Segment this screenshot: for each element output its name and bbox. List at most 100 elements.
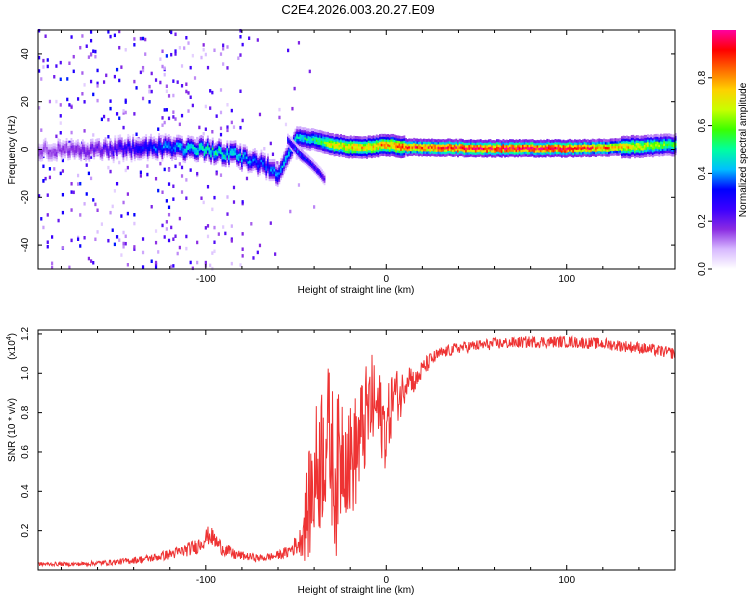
spectrogram-cell bbox=[88, 146, 91, 150]
spectrogram-cell bbox=[492, 149, 495, 153]
spectrogram-cell bbox=[164, 138, 167, 142]
spectrogram-cell bbox=[278, 169, 281, 173]
spectrogram-cell bbox=[289, 146, 292, 150]
spectrogram-cell bbox=[396, 140, 399, 144]
spectrogram-cell bbox=[505, 151, 508, 155]
spectrogram-cell bbox=[161, 146, 164, 150]
spectrogram-cell bbox=[279, 177, 282, 181]
spectrogram-cell bbox=[539, 139, 542, 143]
spectrogram-cell bbox=[167, 94, 171, 98]
spectrogram-cell bbox=[299, 126, 302, 130]
spectrogram-cell bbox=[321, 171, 323, 175]
spectrogram-cell bbox=[512, 141, 515, 145]
spectrogram-cell bbox=[293, 145, 296, 149]
spectrogram-cell bbox=[559, 139, 562, 143]
spectrogram-cell bbox=[630, 144, 633, 148]
spectrogram-cell bbox=[393, 144, 396, 148]
spectrogram-cell bbox=[656, 138, 659, 142]
spectrogram-cell bbox=[92, 260, 95, 265]
spectrogram-cell bbox=[366, 139, 368, 143]
spectrogram-cell bbox=[224, 145, 227, 149]
spectrogram-cell bbox=[179, 149, 182, 153]
spectrogram-cell bbox=[232, 152, 235, 156]
spectrogram-cell bbox=[489, 143, 492, 147]
spectrogram-cell bbox=[534, 147, 537, 151]
spectrogram-cell bbox=[281, 165, 284, 169]
spectrogram-cell bbox=[395, 144, 398, 148]
spectrogram-cell bbox=[323, 150, 326, 154]
spectrogram-cell bbox=[185, 234, 188, 239]
spectrogram-cell bbox=[599, 148, 602, 152]
spectrogram-cell bbox=[560, 140, 563, 144]
spectrogram-cell bbox=[223, 158, 226, 162]
spectrogram-x-label: Height of straight line (km) bbox=[298, 285, 415, 296]
spectrogram-cell bbox=[164, 147, 167, 151]
spectrogram-cell bbox=[598, 143, 601, 147]
spectrogram-cell bbox=[154, 140, 157, 144]
spectrogram-cell bbox=[216, 148, 219, 152]
spectrogram-cell bbox=[52, 152, 55, 156]
spectrogram-cell bbox=[570, 144, 573, 148]
spectrogram-cell bbox=[348, 141, 351, 145]
spectrogram-cell bbox=[221, 146, 224, 150]
spectrogram-cell bbox=[374, 138, 377, 142]
spectrogram-cell bbox=[380, 136, 383, 140]
spectrogram-cell bbox=[189, 65, 192, 70]
spectrogram-cell bbox=[434, 151, 437, 155]
spectrogram-cell bbox=[304, 127, 307, 131]
spectrogram-cell bbox=[388, 146, 391, 150]
spectrogram-cell bbox=[638, 143, 641, 147]
spectrogram-cell bbox=[39, 149, 42, 153]
spectrogram-cell bbox=[177, 151, 180, 155]
spectrogram-cell bbox=[102, 139, 105, 143]
spectrogram-cell bbox=[463, 154, 466, 158]
spectrogram-cell bbox=[327, 143, 329, 147]
spectrogram-cell bbox=[176, 144, 178, 148]
spectrogram-cell bbox=[437, 143, 440, 147]
spectrogram-cell bbox=[656, 133, 659, 137]
spectrogram-cell bbox=[437, 153, 440, 157]
spectrogram-cell bbox=[237, 160, 240, 164]
spectrogram-cell bbox=[180, 84, 184, 88]
spectrogram-cell bbox=[167, 148, 170, 152]
spectrogram-cell bbox=[115, 112, 119, 116]
spectrogram-cell bbox=[333, 143, 336, 147]
spectrogram-cell bbox=[59, 77, 62, 82]
spectrogram-cell bbox=[471, 142, 474, 146]
spectrogram-cell bbox=[104, 137, 107, 141]
spectrogram-cell bbox=[133, 155, 136, 159]
spectrogram-cell bbox=[154, 147, 157, 151]
spectrogram-cell bbox=[405, 150, 407, 154]
spectrogram-cell bbox=[564, 145, 567, 149]
spectrogram-cell bbox=[258, 172, 261, 176]
spectrogram-cell bbox=[560, 142, 563, 146]
spectrogram-cell bbox=[296, 138, 299, 142]
spectrogram-cell bbox=[557, 153, 560, 157]
spectrogram-cell bbox=[411, 148, 414, 152]
spectrogram-cell bbox=[291, 150, 294, 154]
colorbar-ticks: 0.00.20.40.60.8 bbox=[697, 70, 712, 276]
spectrogram-cell bbox=[435, 141, 438, 145]
spectrogram-cell bbox=[38, 55, 41, 60]
spectrogram-cell bbox=[640, 135, 643, 139]
spectrogram-cell bbox=[111, 141, 113, 145]
snr-y-tick-label: 0.8 bbox=[20, 405, 31, 419]
spectrogram-cell bbox=[73, 156, 76, 160]
spectrogram-cell bbox=[245, 155, 248, 159]
spectrogram-cell bbox=[625, 140, 628, 144]
spectrogram-cell bbox=[232, 140, 235, 144]
spectrogram-cell bbox=[91, 148, 94, 152]
spectrogram-cell bbox=[634, 145, 636, 149]
spectrogram-cell bbox=[176, 146, 178, 150]
spectrogram-cell bbox=[544, 140, 547, 144]
spectrogram-cell bbox=[442, 153, 445, 157]
spectrogram-cell bbox=[205, 138, 208, 142]
spectrogram-cell bbox=[340, 153, 342, 157]
spectrogram-cell bbox=[258, 155, 261, 159]
spectrogram-cell bbox=[502, 153, 505, 157]
spectrogram-cell bbox=[565, 147, 568, 151]
spectrogram-cell bbox=[236, 159, 239, 163]
spectrogram-cell bbox=[448, 140, 451, 144]
spectrogram-cell bbox=[316, 173, 318, 177]
spectrogram-cell bbox=[505, 153, 508, 157]
